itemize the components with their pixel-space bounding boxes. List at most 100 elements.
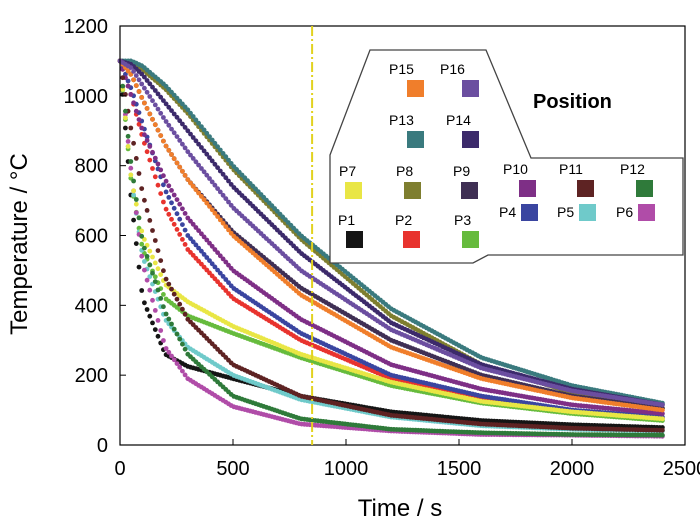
data-point	[196, 162, 202, 168]
data-point	[139, 186, 145, 192]
data-point	[131, 188, 137, 194]
data-point	[150, 254, 155, 260]
data-point	[131, 192, 137, 198]
data-point	[169, 200, 174, 206]
data-point	[128, 172, 134, 178]
data-point	[169, 216, 174, 222]
data-point	[209, 261, 215, 267]
data-point	[217, 217, 223, 223]
data-point	[185, 107, 191, 113]
data-point	[174, 211, 180, 217]
data-point	[147, 287, 153, 293]
data-point	[169, 286, 174, 292]
data-point	[193, 242, 199, 248]
data-point	[152, 88, 158, 93]
series-P7	[117, 58, 665, 422]
data-point	[136, 89, 142, 94]
data-point	[177, 216, 183, 222]
data-point	[182, 346, 188, 352]
data-point	[201, 127, 207, 133]
data-point	[158, 272, 164, 277]
data-point	[128, 125, 134, 131]
data-point	[123, 71, 128, 77]
data-point	[136, 264, 142, 270]
data-point	[171, 130, 177, 136]
y-tick-label: 1200	[64, 16, 109, 38]
data-point	[166, 349, 172, 355]
data-point	[161, 182, 166, 188]
data-point	[199, 145, 204, 150]
data-point	[152, 102, 158, 108]
data-point	[182, 227, 188, 233]
data-point	[220, 256, 226, 262]
legend-label: P5	[557, 204, 574, 220]
data-point	[169, 108, 174, 113]
data-point	[228, 161, 234, 166]
data-point	[223, 277, 229, 282]
data-point	[177, 364, 183, 370]
legend-swatch	[462, 80, 479, 97]
y-tick-label: 800	[75, 156, 108, 178]
data-point	[196, 228, 202, 234]
data-point	[161, 292, 166, 297]
data-point	[185, 233, 191, 238]
data-point	[190, 239, 196, 245]
data-point	[155, 287, 161, 293]
data-point	[190, 114, 196, 119]
data-point	[125, 83, 131, 89]
data-point	[174, 134, 180, 140]
data-point	[190, 183, 196, 189]
legend-swatch	[636, 180, 653, 197]
data-point	[215, 165, 221, 171]
data-point	[139, 253, 145, 259]
y-tick-label: 400	[75, 295, 108, 317]
data-point	[174, 160, 180, 166]
data-point	[190, 135, 196, 140]
data-point	[204, 255, 210, 260]
data-point	[217, 270, 223, 276]
data-point	[125, 68, 131, 74]
data-point	[152, 274, 158, 280]
data-point	[120, 87, 126, 92]
data-point	[158, 191, 164, 197]
data-point	[177, 201, 183, 207]
data-point	[228, 182, 234, 187]
legend-swatch	[579, 204, 596, 221]
data-point	[144, 106, 150, 111]
legend-item-P15: P15	[389, 61, 424, 97]
legend-label: P4	[499, 204, 516, 220]
data-point	[209, 207, 215, 213]
data-point	[133, 241, 139, 247]
data-point	[147, 144, 153, 149]
axes	[119, 25, 686, 446]
legend-item-P6: P6	[616, 204, 655, 221]
data-point	[136, 215, 142, 221]
data-point	[155, 182, 161, 188]
data-point	[144, 89, 150, 95]
data-point	[142, 197, 147, 203]
data-point	[133, 210, 139, 216]
data-point	[180, 341, 185, 347]
data-point	[209, 158, 215, 164]
data-point	[133, 108, 139, 114]
data-point	[188, 110, 193, 116]
data-point	[212, 140, 218, 146]
series-P12	[117, 58, 665, 438]
data-point	[147, 262, 153, 268]
data-point	[136, 121, 142, 127]
legend-items: P1 P2 P3 P4 P5 P6 P7 P8 P9 P10 P11 P12 P13 P14 P15 P16	[338, 61, 655, 248]
data-point	[660, 432, 665, 438]
data-point	[133, 73, 139, 78]
data-point	[166, 122, 172, 128]
x-tick-label: 2000	[550, 458, 595, 480]
data-point	[158, 133, 164, 139]
legend-label: P13	[389, 112, 414, 128]
data-point	[182, 242, 188, 247]
data-point	[142, 85, 147, 91]
legend-swatch	[404, 182, 421, 199]
legend-label: P6	[616, 204, 633, 220]
legend-item-P4: P4	[499, 204, 538, 221]
data-point	[155, 91, 161, 97]
data-point	[207, 240, 212, 246]
data-point	[136, 171, 142, 176]
